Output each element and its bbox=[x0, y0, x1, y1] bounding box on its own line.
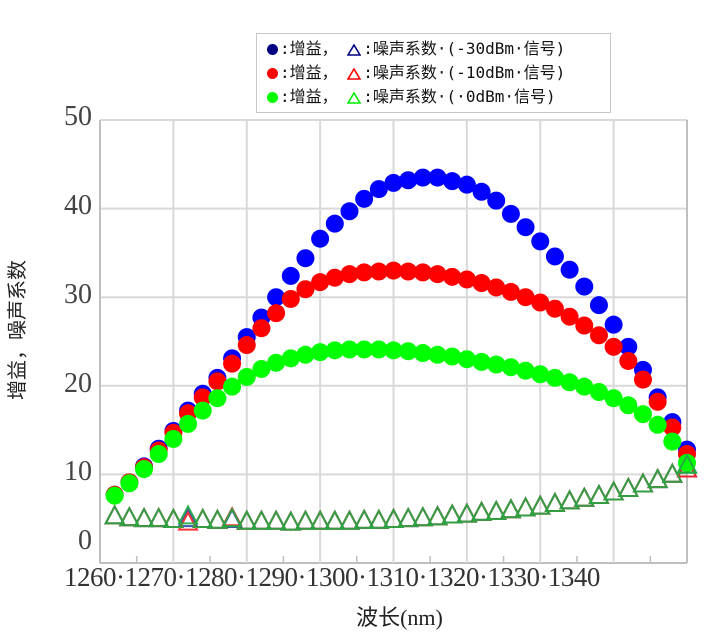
y-tick-0: 0 bbox=[78, 525, 92, 556]
y-axis-label-text: 增益，噪声系数 bbox=[4, 260, 29, 400]
legend-nf-label: :噪声系数·(-30dBm·信号) bbox=[363, 39, 566, 58]
y-tick-50: 50 bbox=[64, 101, 92, 132]
y-tick-20: 20 bbox=[64, 368, 92, 399]
legend-gain-label: :增益， bbox=[280, 87, 338, 106]
legend-nf-label: :噪声系数·(-10dBm·信号) bbox=[363, 63, 566, 82]
triangle-marker-icon bbox=[347, 91, 362, 104]
legend-gain-label: :增益， bbox=[280, 39, 338, 58]
triangle-marker-icon bbox=[347, 67, 362, 80]
legend-nf-label: :噪声系数·(·0dBm·信号) bbox=[363, 87, 556, 106]
legend-row-minus10dbm: :增益， :噪声系数·(-10dBm·信号) bbox=[267, 61, 610, 85]
circle-marker-icon bbox=[267, 44, 278, 55]
x-axis-label: 波长(nm) bbox=[356, 605, 443, 630]
legend-row-0dbm: :增益， :噪声系数·(·0dBm·信号) bbox=[267, 85, 610, 109]
triangle-marker-icon bbox=[347, 43, 362, 56]
x-tick-labels: 1260·1270·1280·1290·1300·1310·1320·1330·… bbox=[64, 562, 600, 592]
circle-marker-icon bbox=[267, 68, 278, 79]
plot-series bbox=[104, 168, 698, 531]
legend-row-minus30dbm: :增益， :噪声系数·(-30dBm·信号) bbox=[267, 37, 610, 61]
y-tick-40: 40 bbox=[64, 190, 92, 221]
legend-gain-label: :增益， bbox=[280, 63, 338, 82]
y-tick-10: 10 bbox=[64, 456, 92, 487]
grid-lines bbox=[99, 119, 688, 564]
y-tick-30: 30 bbox=[64, 279, 92, 310]
circle-marker-icon bbox=[267, 92, 278, 103]
y-axis-label: 增益，噪声系数 bbox=[5, 260, 29, 400]
legend: :增益， :噪声系数·(-30dBm·信号) :增益， :噪声系数·(-10dB… bbox=[256, 33, 611, 113]
